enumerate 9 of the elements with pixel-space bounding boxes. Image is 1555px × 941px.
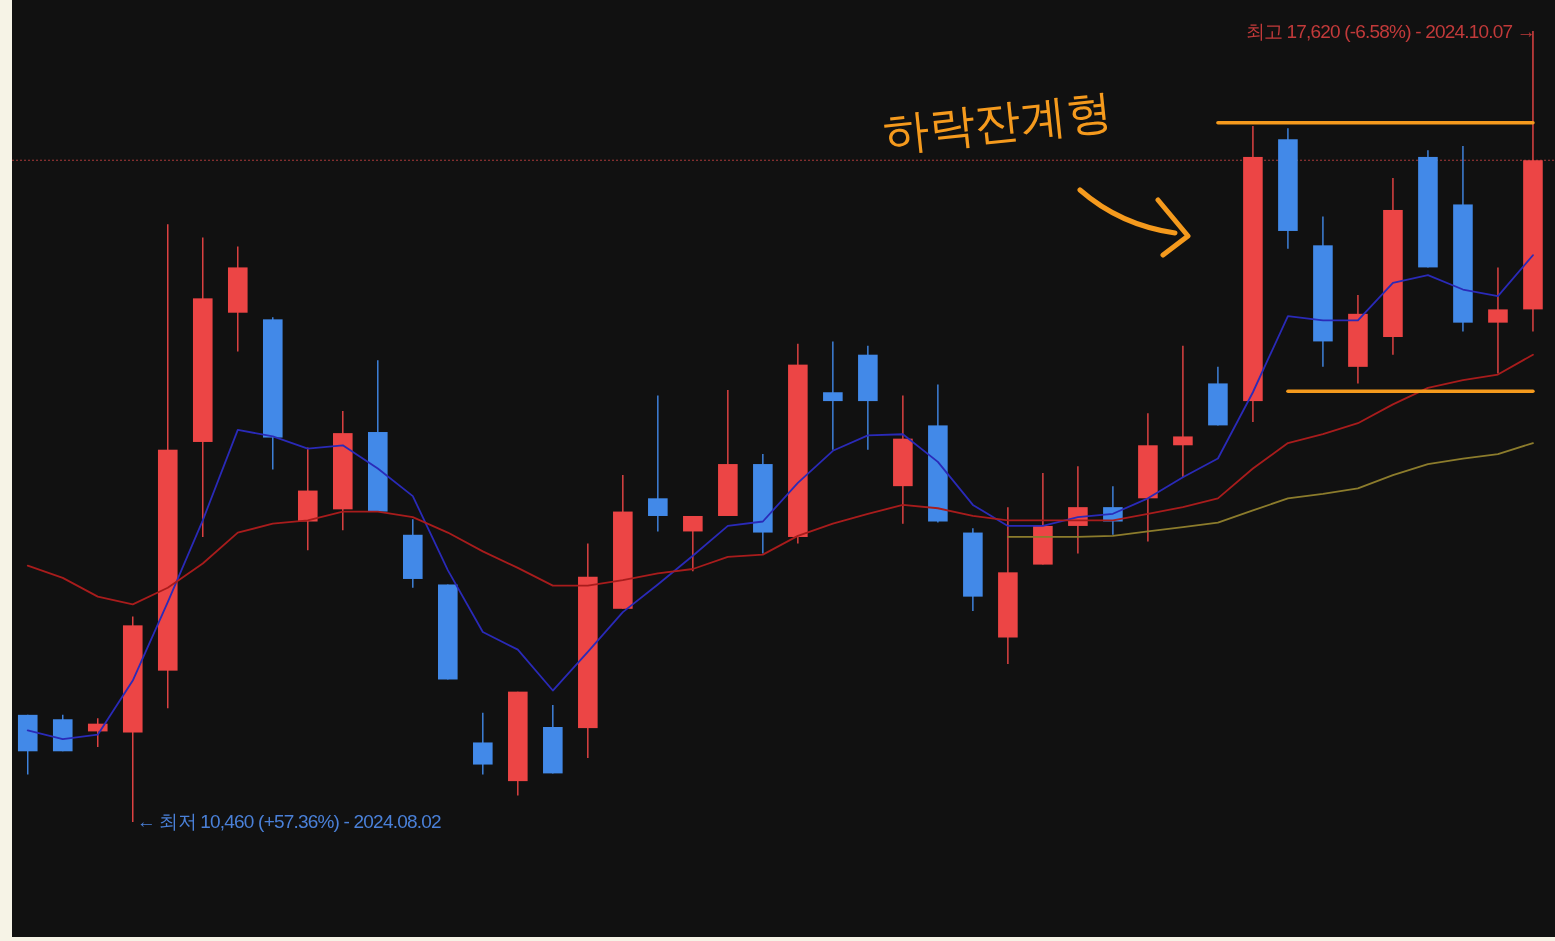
candlestick: [1488, 266, 1508, 375]
candlestick: [823, 340, 843, 451]
annotation: 최고 17,620 (-6.58%) - 2024.10.07 →: [1245, 21, 1535, 42]
candlestick: [1173, 345, 1193, 479]
candlestick: [683, 515, 703, 572]
candlestick: [473, 711, 493, 776]
annotation: 하락잔계형: [880, 84, 1115, 160]
annotation: ← 최저 10,460 (+57.36%) - 2024.08.02: [136, 811, 441, 832]
candlestick: [648, 394, 668, 533]
